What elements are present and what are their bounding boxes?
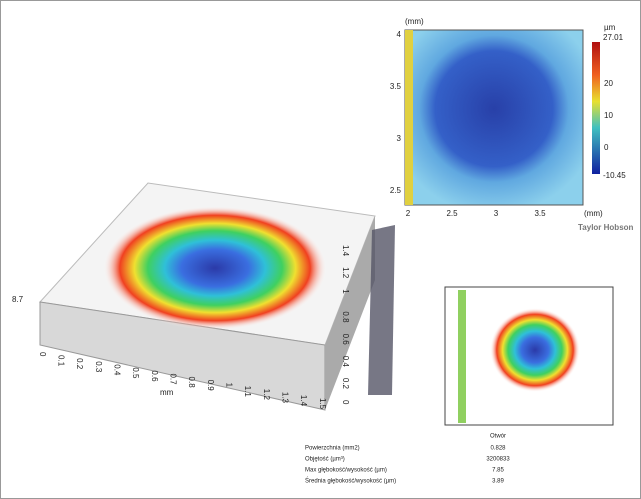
inset-edge [458, 290, 466, 423]
row-label: Objętość (µm³) [305, 457, 345, 463]
x-tick-label: 0 [38, 352, 47, 357]
inset-heatmap [490, 308, 580, 392]
x-tick-label: 1.3 [281, 392, 290, 404]
x-tick-label: 0.2 [75, 358, 84, 370]
x-tick-label: 1.4 [299, 395, 308, 407]
y-tick-label: 3.5 [390, 82, 402, 91]
y-tick-label: 0.4 [341, 356, 350, 368]
x-tick-label: 0.1 [57, 355, 66, 367]
row-label: Max głębokość/wysokość (µm) [305, 468, 387, 474]
cb-unit: µm [604, 23, 616, 32]
cb-tick-label: 0 [604, 143, 609, 152]
x-unit: (mm) [584, 209, 603, 218]
x-tick-label: 1.1 [243, 386, 252, 398]
x-tick-label: 0.9 [206, 380, 215, 392]
x-tick-label: 2.5 [446, 209, 458, 218]
table-header: Otwór [490, 434, 506, 440]
y-tick-label: 0.2 [341, 378, 350, 390]
x-tick-label: 3 [494, 209, 499, 218]
y-tick-label: 1.2 [341, 267, 350, 279]
map-edge [405, 30, 413, 205]
x-tick-label: 0.7 [169, 373, 178, 385]
x-tick-label: 1.5 [318, 398, 327, 410]
row-value: 3200833 [486, 457, 510, 463]
y-tick-label: 0.8 [341, 311, 350, 323]
row-value: 0.828 [490, 446, 506, 452]
y-tick-label: 0.6 [341, 334, 350, 346]
map [405, 30, 583, 205]
y-tick-label: 3 [397, 134, 402, 143]
x-tick-label: 3.5 [534, 209, 546, 218]
profile [368, 225, 395, 395]
cb-tick-label: 20 [604, 79, 613, 88]
figure: 8.7 0 0.1 0.2 0.3 0.4 0.5 0.6 0.7 0.8 0.9 1 1.1 1.2 1… [0, 0, 641, 499]
x-tick-label: 1 [225, 383, 234, 388]
x-tick-label: 0.5 [131, 367, 140, 379]
x-tick-label: 0.4 [113, 364, 122, 376]
y-tick-label: 0 [341, 400, 350, 405]
height-label: 8.7 [12, 295, 24, 304]
x-unit: mm [160, 388, 174, 397]
row-label: Powierzchnia (mm2) [305, 446, 360, 452]
row-value: 7.85 [492, 468, 504, 474]
x-tick-label: 2 [406, 209, 411, 218]
row-value: 3.89 [492, 479, 504, 485]
x-tick-label: 1.2 [262, 389, 271, 401]
colorbar [592, 42, 600, 174]
y-tick-label: 1.4 [341, 245, 350, 257]
y-tick-label: 2.5 [390, 186, 402, 195]
cb-min: -10.45 [603, 171, 626, 180]
y-unit: (mm) [405, 17, 424, 26]
surface-heatmap [103, 206, 327, 330]
cb-tick-label: 10 [604, 111, 613, 120]
x-tick-label: 0.8 [187, 377, 196, 389]
y-tick-label: 1 [341, 289, 350, 294]
cb-max: 27.01 [603, 33, 624, 42]
x-tick-label: 0.6 [150, 370, 159, 382]
brand: Taylor Hobson [578, 223, 634, 232]
x-tick-label: 0.3 [94, 361, 103, 373]
row-label: Średnia głębokość/wysokość (µm) [305, 477, 396, 485]
y-tick-label: 4 [397, 30, 402, 39]
